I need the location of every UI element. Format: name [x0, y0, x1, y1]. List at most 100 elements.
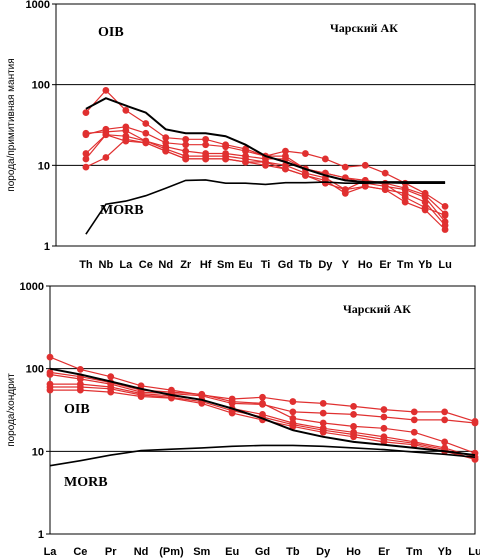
x-tick-label: Dy: [318, 259, 333, 271]
sample-data-point: [259, 393, 266, 401]
sample-data-point: [380, 424, 388, 432]
sample-data-point: [46, 386, 54, 394]
sample-data-point: [82, 150, 90, 157]
sample-data-point: [410, 408, 418, 416]
sample-data-point: [82, 163, 90, 171]
sample-data-point: [142, 120, 150, 127]
x-tick-label: Lu: [438, 259, 451, 271]
lower-ree-panel: 1 10 100 1000 La Ce Pr Nd (Pm) Sm Eu Gd Tb Dy Ho Er Tm Yb…: [6, 281, 480, 558]
sample-data-point: [198, 400, 206, 407]
sample-data-point: [228, 400, 236, 407]
x-tick-label: Ho: [358, 259, 373, 271]
sample-data-point: [107, 373, 115, 381]
x-tick-label: Er: [378, 546, 390, 558]
y-tick-label: 100: [26, 364, 44, 376]
sample-data-point: [441, 416, 449, 424]
sample-data-point: [401, 189, 409, 197]
x-tick-label: Tm: [406, 546, 423, 558]
sample-data-point: [441, 222, 449, 229]
y-tick-label: 1: [38, 529, 44, 541]
morb-label: MORB: [100, 203, 144, 218]
sample-data-point: [282, 147, 289, 155]
sample-data-point: [421, 198, 429, 206]
sample-data-point: [46, 371, 54, 378]
sample-data-point: [182, 155, 190, 163]
sample-data-point: [319, 400, 327, 407]
sample-data-point: [441, 438, 449, 446]
oib-label: OIB: [64, 402, 90, 417]
x-tick-label: Tb: [299, 259, 313, 271]
sample-data-point: [162, 147, 170, 155]
x-tick-label: (Pm): [159, 546, 184, 558]
x-tick-label: Y: [342, 259, 350, 271]
sample-data-point: [302, 150, 309, 157]
x-tick-label: Nd: [134, 546, 149, 558]
sample-data-point: [82, 109, 90, 117]
plot-frame: [55, 3, 476, 247]
x-tick-label: Er: [379, 259, 391, 271]
sample-data-point: [302, 172, 309, 179]
sample-data-point: [76, 365, 84, 373]
sample-data-point: [82, 129, 90, 137]
sample-data-point: [202, 135, 210, 143]
sample-data-point: [102, 131, 110, 139]
oib-label: OIB: [98, 25, 124, 40]
sample-data-point: [262, 161, 269, 169]
x-tick-label: Lu: [468, 546, 480, 558]
sample-data-point: [441, 408, 449, 416]
x-tick-label: Tm: [397, 259, 414, 271]
morb-reference-line: [49, 444, 476, 467]
sample-data-point: [410, 441, 418, 449]
y-tick-label: 10: [32, 446, 44, 458]
x-tick-label: Ce: [73, 546, 87, 558]
x-tick-label: Tb: [286, 546, 300, 558]
sample-data-point: [341, 186, 349, 194]
sample-data-point: [202, 141, 210, 149]
x-tick-label: Th: [79, 259, 93, 271]
sample-data-point: [82, 155, 90, 163]
x-tick-label: Yb: [438, 546, 452, 558]
chart-title: Чарский АК: [330, 21, 398, 35]
sample-data-point: [401, 198, 409, 206]
y-tick-label: 100: [32, 80, 50, 92]
sample-data-point: [46, 353, 54, 361]
sample-data-point: [228, 409, 236, 417]
x-tick-label: Ti: [261, 259, 271, 271]
x-tick-label: Yb: [418, 259, 432, 271]
sample-data-point: [102, 86, 110, 94]
sample-data-point: [122, 127, 130, 134]
sample-data-point: [76, 386, 84, 394]
sample-data-point: [242, 147, 249, 155]
sample-data-point: [321, 179, 329, 187]
y-axis-label: порода/примитивная мантия: [6, 58, 17, 191]
x-tick-label: Nb: [99, 259, 114, 271]
sample-data-point: [182, 135, 190, 143]
upper-spidergram-panel: 1 10 100 1000 Th Nb La Ce Nd Zr Hf Sm Eu Ti Gd Tb Dy Y Ho E…: [6, 0, 476, 271]
x-tick-label: Ce: [139, 259, 153, 271]
x-tick-label: Pr: [105, 546, 117, 558]
oib-reference-line: [49, 367, 476, 457]
sample-data-point: [471, 419, 479, 427]
sample-data-point: [361, 161, 369, 169]
sample-data-point: [289, 423, 297, 430]
sample-data-point: [122, 137, 130, 145]
sample-data-point: [289, 398, 297, 405]
x-tick-label: Nd: [158, 259, 173, 271]
sample-data-point: [289, 408, 297, 416]
sample-data-point: [350, 410, 357, 418]
sample-data-point: [222, 155, 229, 163]
sample-data-point: [410, 428, 418, 436]
sample-data-point: [282, 165, 289, 173]
morb-label: MORB: [64, 475, 108, 490]
sample-data-point: [381, 169, 389, 177]
y-tick-label: 1000: [26, 0, 50, 11]
morb-reference-line: [85, 179, 446, 235]
sample-data-point: [380, 406, 388, 413]
x-tick-label: Dy: [316, 546, 331, 558]
sample-data-point: [361, 182, 369, 190]
x-tick-label: Sm: [217, 259, 234, 271]
x-tick-label: Zr: [180, 259, 192, 271]
x-tick-label: Gd: [278, 259, 293, 271]
sample-data-point: [259, 400, 266, 408]
